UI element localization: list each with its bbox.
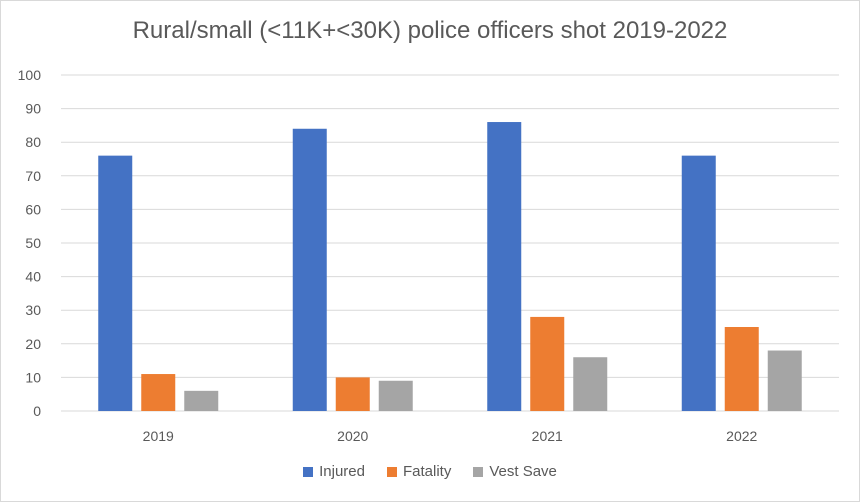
y-tick-label: 40 <box>25 269 41 285</box>
legend-swatch <box>473 466 484 477</box>
legend-label: Fatality <box>402 463 452 480</box>
y-tick-label: 80 <box>25 134 41 150</box>
y-tick-label: 20 <box>25 336 41 352</box>
bar-fatality-2021 <box>530 316 565 411</box>
bar-fatality-2022 <box>724 327 759 411</box>
legend-label: Injured <box>319 463 365 480</box>
y-tick-label: 100 <box>18 67 42 83</box>
bar-fatality-2019 <box>141 374 176 411</box>
legend-swatch <box>386 466 397 477</box>
y-tick-label: 50 <box>25 235 41 251</box>
bar-vest-save-2020 <box>378 380 413 411</box>
bar-vest-save-2021 <box>573 357 608 411</box>
y-tick-label: 30 <box>25 302 41 318</box>
x-tick-label: 2021 <box>532 428 563 444</box>
y-tick-label: 0 <box>33 403 41 419</box>
legend-item-fatality: Fatality <box>386 463 452 480</box>
bar-fatality-2020 <box>335 377 370 411</box>
bar-vest-save-2022 <box>767 350 802 411</box>
x-tick-label: 2020 <box>337 428 368 444</box>
y-tick-label: 90 <box>25 101 41 117</box>
legend-swatch <box>303 466 314 477</box>
bar-injured-2020 <box>292 128 327 411</box>
x-tick-label: 2022 <box>726 428 757 444</box>
legend-item-injured: Injured <box>303 463 365 480</box>
y-tick-label: 10 <box>25 369 41 385</box>
chart-title: Rural/small (<11K+<30K) police officers … <box>132 17 728 44</box>
x-tick-label: 2019 <box>143 428 174 444</box>
legend-item-vest-save: Vest Save <box>473 463 557 480</box>
bar-injured-2019 <box>98 155 133 411</box>
y-tick-label: 60 <box>25 201 41 217</box>
legend-label: Vest Save <box>489 463 557 480</box>
chart-legend: Injured Fatality Vest Save <box>1 463 859 480</box>
bar-injured-2021 <box>487 122 522 411</box>
y-tick-label: 70 <box>25 168 41 184</box>
bar-vest-save-2019 <box>184 390 219 411</box>
bar-injured-2022 <box>681 155 716 411</box>
